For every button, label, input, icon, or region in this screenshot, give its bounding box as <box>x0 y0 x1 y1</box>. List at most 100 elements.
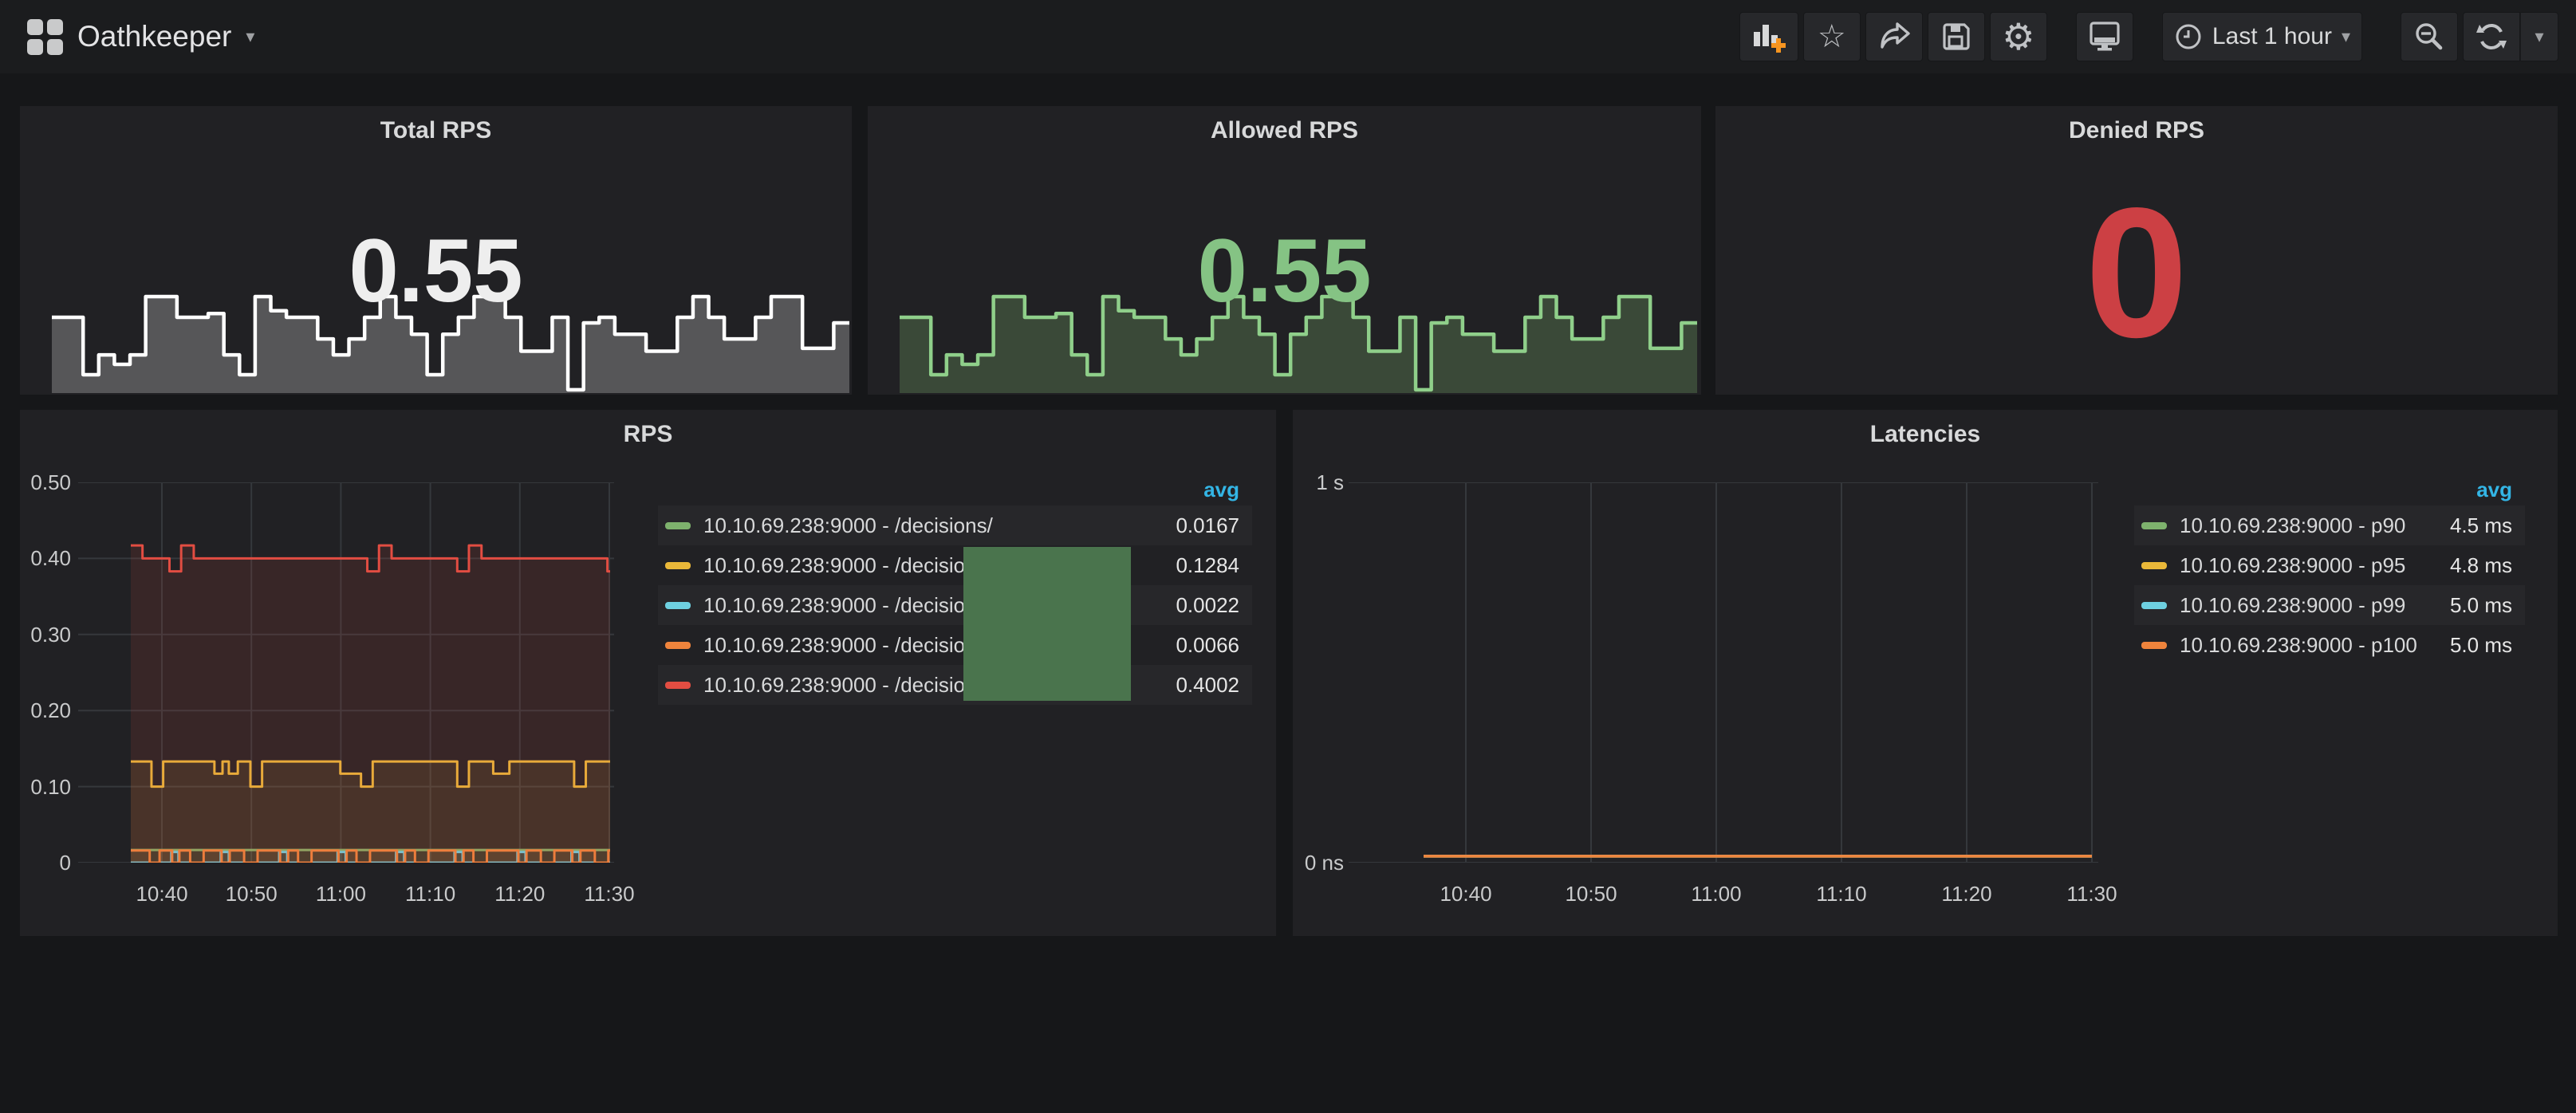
y-axis-tick: 0.50 <box>30 470 71 494</box>
y-axis-tick: 0.10 <box>30 774 71 799</box>
legend-series-avg: 0.0167 <box>1176 513 1239 537</box>
legend-series-swatch[interactable] <box>2141 641 2167 649</box>
stat-value: 0.55 <box>1197 221 1372 321</box>
x-axis-tick: 11:20 <box>1941 882 1992 906</box>
panel-total-rps: Total RPS 0.55 <box>20 106 852 395</box>
legend-row: 10.10.69.238:9000 - /decisions/0.0066 <box>658 625 1252 665</box>
legend-series-avg: 0.0066 <box>1176 632 1239 657</box>
y-axis-tick: 0 ns <box>1304 851 1344 875</box>
x-axis-tick: 11:00 <box>1691 882 1742 906</box>
panel-denied-rps: Denied RPS 0 <box>1715 106 2558 395</box>
settings-button[interactable]: ⚙ <box>1989 12 2047 61</box>
legend-series-swatch[interactable] <box>665 641 691 649</box>
legend-series-swatch[interactable] <box>665 561 691 569</box>
zoom-out-button[interactable] <box>2401 12 2458 61</box>
add-panel-icon <box>1753 25 1786 53</box>
star-icon: ☆ <box>1817 18 1846 55</box>
latencies-chart[interactable] <box>1349 482 2098 863</box>
legend-row: 10.10.69.238:9000 - /decisions/0.1284 <box>658 545 1252 585</box>
legend-column-avg[interactable]: avg <box>1203 477 1239 501</box>
y-axis-tick: 0.30 <box>30 622 71 647</box>
panel-title[interactable]: Allowed RPS <box>1210 117 1359 144</box>
legend-series-swatch[interactable] <box>2141 561 2167 569</box>
share-button[interactable] <box>1865 12 1923 61</box>
legend-series-label[interactable]: 10.10.69.238:9000 - p99 <box>2180 592 2406 617</box>
panel-title[interactable]: Denied RPS <box>2068 117 2205 144</box>
x-axis-tick: 11:30 <box>584 882 635 906</box>
legend-row: 10.10.69.238:9000 - p100 5.0 ms <box>2134 625 2525 665</box>
panel-title[interactable]: Latencies <box>1869 421 1981 447</box>
legend-series-avg: 5.0 ms <box>2449 632 2512 657</box>
x-axis: 10:40 10:50 11:00 11:10 11:20 11:30 <box>1293 410 2558 936</box>
legend-series-avg: 4.8 ms <box>2449 553 2512 577</box>
green-overlay <box>963 547 1131 701</box>
share-icon <box>1881 22 1910 49</box>
x-axis-tick: 11:00 <box>315 882 366 906</box>
save-icon <box>1943 23 1970 50</box>
legend-series-swatch[interactable] <box>2141 601 2167 609</box>
time-range-caret-icon: ▾ <box>2341 26 2350 47</box>
latencies-legend: avg 10.10.69.238:9000 - p90 4.5 ms 10.10.6… <box>2134 474 2525 665</box>
dashboard-title[interactable]: Oathkeeper <box>77 20 232 53</box>
panel-latencies: Latencies 1 s 0 ns 10:40 10:50 11:00 11:10 11… <box>1293 410 2558 936</box>
y-axis-tick: 1 s <box>1316 470 1344 494</box>
x-axis-tick: 11:10 <box>405 882 456 906</box>
sparkline <box>900 294 1697 393</box>
legend-series-avg: 0.4002 <box>1176 672 1239 697</box>
x-axis: 10:40 10:50 11:00 11:10 11:20 11:30 <box>20 410 1276 936</box>
rps-legend: avg 10.10.69.238:9000 - /decisions/0.016… <box>658 474 1252 705</box>
legend-row: 10.10.69.238:9000 - p99 5.0 ms <box>2134 585 2525 625</box>
add-panel-button[interactable] <box>1739 12 1798 61</box>
navbar: Oathkeeper ▾ ☆ <box>0 0 2576 73</box>
y-axis-tick: 0.20 <box>30 698 71 723</box>
time-range-label: Last 1 hour <box>2212 23 2332 49</box>
stat-value: 0 <box>2085 170 2188 376</box>
stat-value: 0.55 <box>349 221 523 321</box>
cycle-view-button[interactable] <box>2075 12 2133 61</box>
legend-series-swatch[interactable] <box>665 681 691 689</box>
clock-icon <box>2176 24 2201 49</box>
refresh-icon <box>2476 24 2507 49</box>
x-axis-tick: 10:50 <box>1565 882 1617 906</box>
legend-series-swatch[interactable] <box>665 601 691 609</box>
star-button[interactable]: ☆ <box>1802 12 1861 61</box>
dashboard-picker-icon[interactable] <box>27 18 63 55</box>
rps-chart[interactable] <box>78 482 614 863</box>
legend-series-label[interactable]: 10.10.69.238:9000 - /decisions/ <box>703 672 993 697</box>
refresh-button[interactable] <box>2463 12 2520 61</box>
sparkline <box>52 294 849 393</box>
legend-series-avg: 5.0 ms <box>2449 592 2512 617</box>
legend-row: 10.10.69.238:9000 - /decisions/0.0167 <box>658 505 1252 545</box>
refresh-interval-button[interactable]: ▾ <box>2520 12 2558 61</box>
monitor-icon <box>2090 22 2120 51</box>
chevron-down-icon[interactable]: ▾ <box>246 26 255 47</box>
legend-series-label[interactable]: 10.10.69.238:9000 - p95 <box>2180 553 2406 577</box>
x-axis-tick: 11:30 <box>2066 882 2117 906</box>
legend-series-swatch[interactable] <box>2141 521 2167 529</box>
legend-column-avg[interactable]: avg <box>2476 477 2512 501</box>
panel-title[interactable]: RPS <box>623 421 673 447</box>
legend-series-label[interactable]: 10.10.69.238:9000 - p100 <box>2180 632 2417 657</box>
x-axis-tick: 10:40 <box>136 882 188 906</box>
legend-series-label[interactable]: 10.10.69.238:9000 - p90 <box>2180 513 2406 537</box>
legend-series-avg: 0.1284 <box>1176 553 1239 577</box>
legend-series-label[interactable]: 10.10.69.238:9000 - /decisions/ <box>703 632 993 657</box>
x-axis-tick: 11:20 <box>494 882 546 906</box>
legend-series-label[interactable]: 10.10.69.238:9000 - /decisions/ <box>703 553 993 577</box>
legend-series-label[interactable]: 10.10.69.238:9000 - /decisions/ <box>703 513 993 537</box>
x-axis-tick: 10:50 <box>225 882 278 906</box>
time-range-button[interactable]: Last 1 hour ▾ <box>2161 12 2362 61</box>
legend-row: 10.10.69.238:9000 - /decisions/0.0022 <box>658 585 1252 625</box>
legend-series-swatch[interactable] <box>665 521 691 529</box>
legend-row: 10.10.69.238:9000 - p95 4.8 ms <box>2134 545 2525 585</box>
legend-series-avg: 0.0022 <box>1176 592 1239 617</box>
legend-row: 10.10.69.238:9000 - /decisions/0.4002 <box>658 665 1252 705</box>
gear-icon: ⚙ <box>2002 15 2035 58</box>
zoom-out-icon <box>2416 23 2443 50</box>
legend-row: 10.10.69.238:9000 - p90 4.5 ms <box>2134 505 2525 545</box>
legend-series-label[interactable]: 10.10.69.238:9000 - /decisions/ <box>703 592 993 617</box>
save-button[interactable] <box>1927 12 1985 61</box>
panel-title[interactable]: Total RPS <box>380 117 492 144</box>
panel-rps: RPS 0.50 0.40 0.30 0.20 0.10 0 10:40 10:50 11:0… <box>20 410 1276 936</box>
refresh-interval-caret-icon: ▾ <box>2535 26 2544 47</box>
